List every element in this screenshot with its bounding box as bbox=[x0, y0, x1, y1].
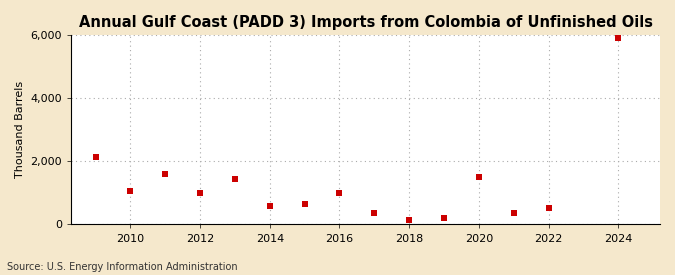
Point bbox=[508, 210, 519, 215]
Point bbox=[473, 175, 484, 179]
Text: Source: U.S. Energy Information Administration: Source: U.S. Energy Information Administ… bbox=[7, 262, 238, 272]
Point bbox=[439, 216, 450, 220]
Point bbox=[230, 177, 240, 181]
Point bbox=[299, 202, 310, 206]
Point bbox=[404, 218, 414, 222]
Point bbox=[369, 211, 380, 216]
Point bbox=[265, 203, 275, 208]
Point bbox=[125, 189, 136, 194]
Title: Annual Gulf Coast (PADD 3) Imports from Colombia of Unfinished Oils: Annual Gulf Coast (PADD 3) Imports from … bbox=[78, 15, 653, 30]
Point bbox=[194, 191, 205, 195]
Point bbox=[613, 36, 624, 41]
Point bbox=[543, 206, 554, 210]
Point bbox=[334, 191, 345, 195]
Point bbox=[160, 172, 171, 176]
Y-axis label: Thousand Barrels: Thousand Barrels bbox=[15, 81, 25, 178]
Point bbox=[90, 155, 101, 159]
